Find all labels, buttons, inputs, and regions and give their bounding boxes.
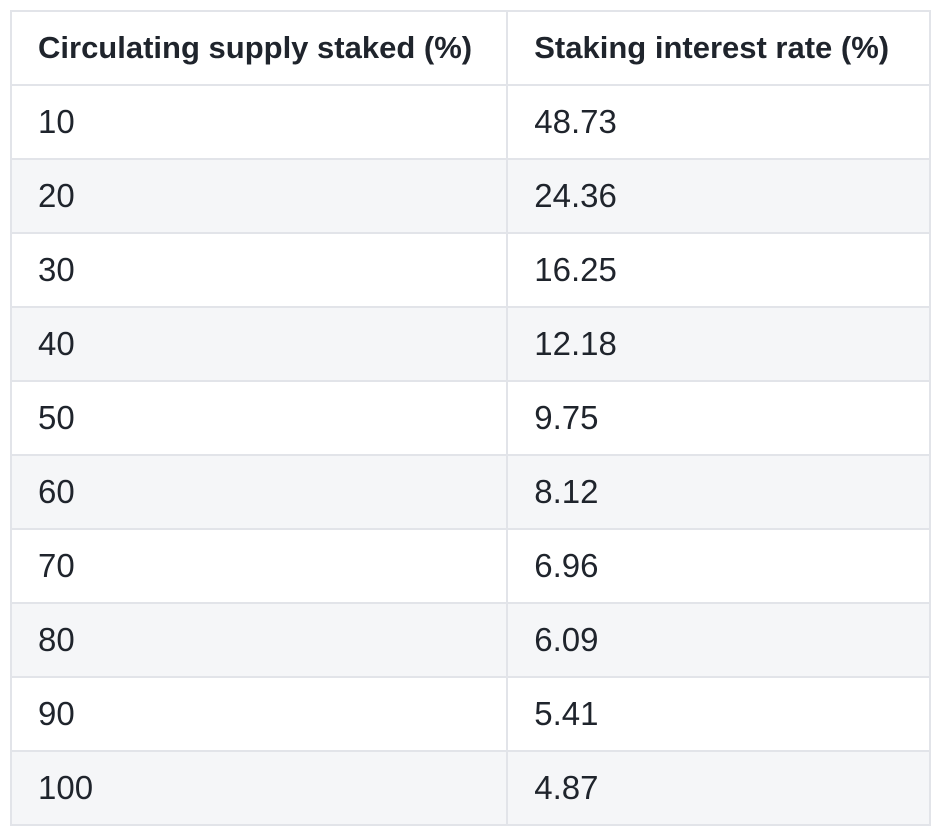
cell-interest-rate: 8.12 bbox=[506, 454, 931, 530]
column-header-supply-staked: Circulating supply staked (%) bbox=[9, 10, 509, 86]
cell-interest-rate: 9.75 bbox=[506, 380, 931, 456]
cell-supply-staked: 100 bbox=[9, 750, 509, 826]
table-header-row: Circulating supply staked (%) Staking int… bbox=[9, 10, 931, 86]
cell-supply-staked: 40 bbox=[9, 306, 509, 382]
cell-supply-staked: 20 bbox=[9, 158, 509, 234]
cell-interest-rate: 6.96 bbox=[506, 528, 931, 604]
cell-supply-staked: 10 bbox=[9, 84, 509, 160]
table-row: 50 9.75 bbox=[9, 380, 931, 456]
table-row: 10 48.73 bbox=[9, 84, 931, 160]
cell-supply-staked: 70 bbox=[9, 528, 509, 604]
cell-interest-rate: 6.09 bbox=[506, 602, 931, 678]
staking-interest-table: Circulating supply staked (%) Staking int… bbox=[9, 10, 931, 826]
cell-supply-staked: 80 bbox=[9, 602, 509, 678]
cell-supply-staked: 60 bbox=[9, 454, 509, 530]
table-row: 20 24.36 bbox=[9, 158, 931, 234]
cell-interest-rate: 4.87 bbox=[506, 750, 931, 826]
table-row: 30 16.25 bbox=[9, 232, 931, 308]
table-row: 70 6.96 bbox=[9, 528, 931, 604]
cell-interest-rate: 16.25 bbox=[506, 232, 931, 308]
cell-interest-rate: 12.18 bbox=[506, 306, 931, 382]
table-row: 80 6.09 bbox=[9, 602, 931, 678]
column-header-interest-rate: Staking interest rate (%) bbox=[506, 10, 931, 86]
table-row: 60 8.12 bbox=[9, 454, 931, 530]
table-body: 10 48.73 20 24.36 30 16.25 40 12.18 50 9.75 60 8.12… bbox=[9, 84, 931, 826]
table-row: 90 5.41 bbox=[9, 676, 931, 752]
cell-supply-staked: 90 bbox=[9, 676, 509, 752]
cell-supply-staked: 50 bbox=[9, 380, 509, 456]
cell-interest-rate: 24.36 bbox=[506, 158, 931, 234]
cell-supply-staked: 30 bbox=[9, 232, 509, 308]
cell-interest-rate: 48.73 bbox=[506, 84, 931, 160]
cell-interest-rate: 5.41 bbox=[506, 676, 931, 752]
table-row: 100 4.87 bbox=[9, 750, 931, 826]
table-row: 40 12.18 bbox=[9, 306, 931, 382]
